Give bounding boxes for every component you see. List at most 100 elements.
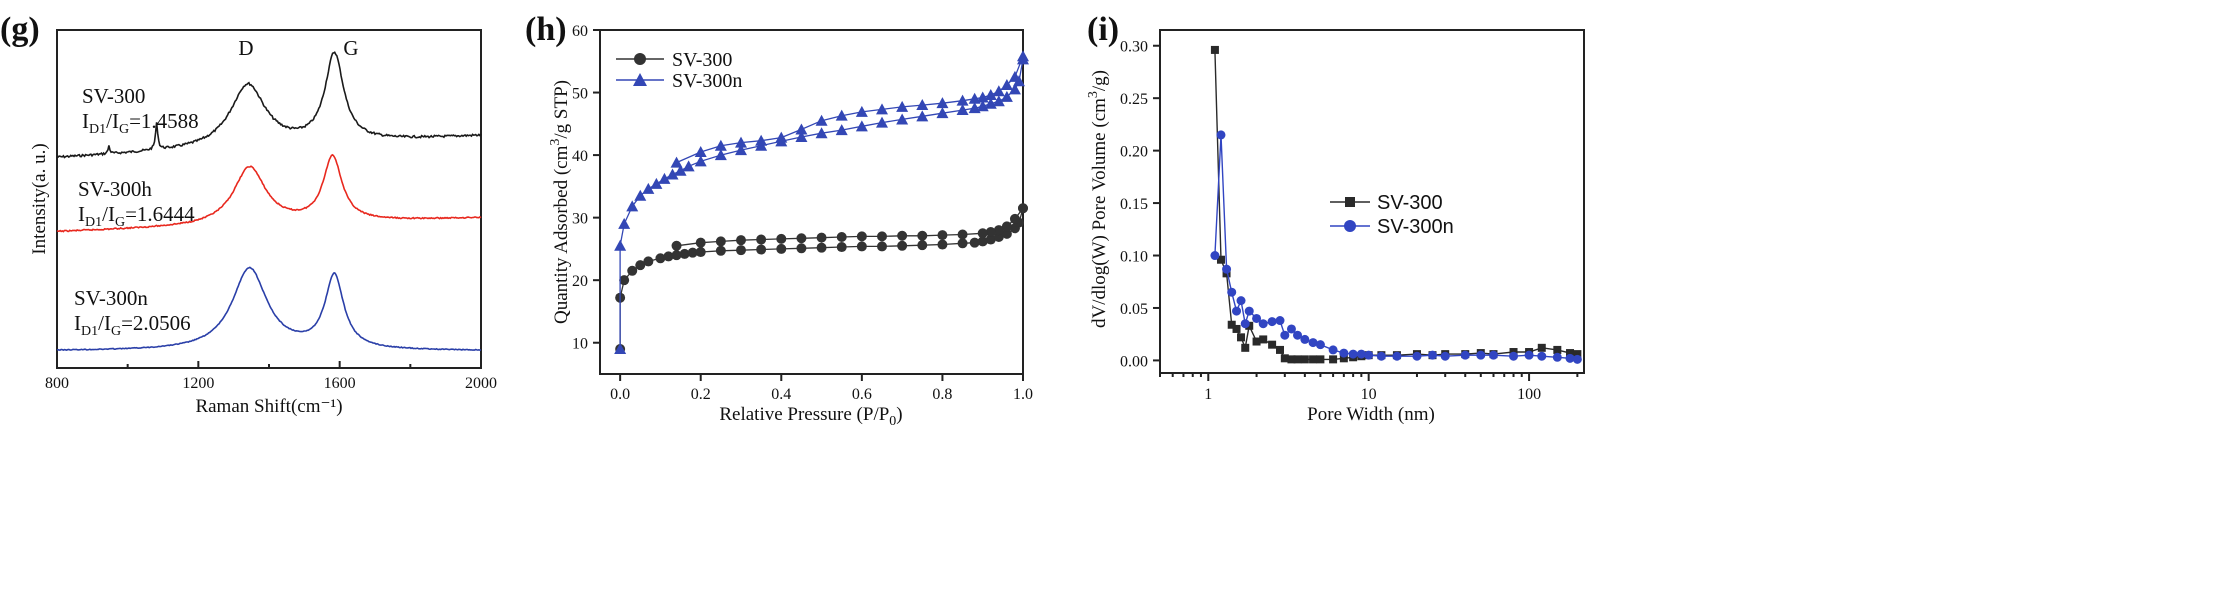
y-tick-label: 0.00 bbox=[1120, 353, 1148, 370]
data-point bbox=[1009, 213, 1020, 224]
data-point bbox=[1392, 351, 1402, 361]
spectrum-line-sv-300 bbox=[57, 51, 482, 159]
data-point bbox=[1210, 251, 1220, 261]
legend-h: SV-300 SV-300n bbox=[616, 49, 742, 92]
legend-label-sv300-i: SV-300 bbox=[1377, 192, 1443, 214]
y-tick-label: 0.25 bbox=[1120, 91, 1148, 108]
data-point bbox=[775, 131, 788, 143]
data-point bbox=[1008, 83, 1021, 95]
data-point bbox=[855, 120, 868, 132]
data-point bbox=[1252, 337, 1261, 346]
data-point bbox=[876, 103, 888, 115]
data-point bbox=[795, 123, 808, 135]
data-point bbox=[618, 217, 631, 229]
data-point bbox=[670, 156, 683, 168]
data-point bbox=[1300, 334, 1310, 344]
data-point bbox=[1232, 324, 1241, 333]
data-point bbox=[1309, 355, 1318, 364]
y-axis-label-i: dV/dlog(W) Pore Volume (cm3/g) bbox=[1086, 70, 1110, 328]
y-axis-label-g: Intensity(a. u.) bbox=[29, 143, 50, 254]
panel-label-i: (i) bbox=[1087, 11, 1119, 48]
data-point bbox=[756, 244, 767, 255]
data-point bbox=[936, 97, 949, 109]
y-tick-label: 30 bbox=[572, 211, 588, 228]
data-point bbox=[695, 247, 706, 258]
legend-label-sv300n-i: SV-300n bbox=[1377, 216, 1454, 238]
data-point bbox=[1412, 351, 1422, 361]
peak-label-d: D bbox=[238, 36, 253, 60]
data-point bbox=[736, 245, 746, 256]
data-point bbox=[1000, 79, 1013, 91]
data-point bbox=[1293, 330, 1303, 340]
data-point bbox=[1356, 349, 1366, 359]
ticks-i: 1 10 100 0.00 0.05 0.10 0.15 0.20 0.25 0.30 bbox=[1120, 39, 1579, 403]
data-point bbox=[1300, 355, 1309, 364]
data-point bbox=[1552, 352, 1562, 362]
data-point bbox=[1329, 355, 1338, 364]
x-tick-label: 1.0 bbox=[1013, 386, 1033, 403]
data-point bbox=[992, 85, 1005, 97]
data-point bbox=[976, 91, 989, 103]
data-point bbox=[1328, 345, 1338, 355]
panel-h: (h) 0.0 0.2 0.4 0.6 0.8 1.0 10 20 30 40 50 60 SV-30… bbox=[525, 11, 1033, 429]
data-point bbox=[1364, 350, 1374, 360]
y-axis-label-h: Quantity Adsorbed (cm3/g STP) bbox=[548, 80, 572, 324]
data-point bbox=[776, 243, 787, 254]
data-point bbox=[1537, 351, 1547, 361]
data-point bbox=[937, 230, 948, 241]
spectrum-line-sv-300n bbox=[56, 266, 481, 351]
data-point bbox=[671, 240, 682, 251]
data-point bbox=[1287, 355, 1296, 364]
legend-marker-sv300n-i bbox=[1344, 220, 1356, 232]
data-point bbox=[897, 230, 908, 241]
data-point bbox=[755, 134, 768, 146]
data-point bbox=[897, 240, 908, 251]
x-tick-label: 100 bbox=[1517, 386, 1541, 403]
data-point bbox=[1227, 320, 1236, 329]
data-point bbox=[1524, 350, 1534, 360]
y-tick-label: 40 bbox=[572, 148, 588, 165]
x-tick-label: 0.0 bbox=[610, 386, 630, 403]
data-point bbox=[671, 250, 682, 261]
data-point bbox=[1259, 335, 1268, 344]
data-point bbox=[655, 253, 666, 264]
y-tick-label: 0.10 bbox=[1120, 249, 1148, 266]
x-tick-label: 10 bbox=[1361, 386, 1377, 403]
data-point bbox=[715, 245, 726, 256]
data-point bbox=[896, 100, 909, 112]
panel-g: (g) 800 1200 1600 2000 SV-300ID1/IG=1.4588S… bbox=[0, 11, 497, 417]
legend-label-sv300n: SV-300n bbox=[672, 70, 742, 92]
data-point bbox=[1572, 354, 1582, 364]
x-tick-label: 1 bbox=[1204, 386, 1212, 403]
x-tick-label: 0.6 bbox=[852, 386, 872, 403]
data-point bbox=[916, 99, 929, 111]
curves-g bbox=[56, 51, 482, 351]
data-point bbox=[1573, 350, 1582, 359]
data-point bbox=[1240, 319, 1250, 329]
y-tick-label: 0.20 bbox=[1120, 144, 1148, 161]
data-point bbox=[896, 113, 909, 125]
data-point bbox=[635, 260, 646, 271]
data-point bbox=[687, 247, 698, 258]
x-tick-label: 1600 bbox=[324, 375, 356, 392]
data-point bbox=[877, 241, 887, 252]
data-point bbox=[1268, 340, 1277, 349]
data-point bbox=[714, 149, 727, 161]
legend-i: SV-300 SV-300n bbox=[1330, 192, 1454, 238]
data-point bbox=[626, 200, 639, 212]
y-tick-label: 0.15 bbox=[1120, 196, 1148, 213]
y-tick-label: 0.05 bbox=[1120, 301, 1148, 318]
data-point bbox=[694, 155, 707, 167]
data-point bbox=[694, 145, 707, 157]
data-point bbox=[1280, 330, 1290, 340]
data-point bbox=[634, 189, 647, 201]
data-point bbox=[937, 239, 948, 250]
data-point bbox=[916, 110, 929, 122]
data-point bbox=[650, 177, 663, 189]
x-axis-label-g: Raman Shift(cm⁻¹) bbox=[195, 396, 342, 417]
data-point bbox=[1280, 354, 1289, 363]
data-point bbox=[795, 130, 808, 142]
data-point bbox=[815, 114, 828, 126]
data-point bbox=[993, 225, 1004, 236]
data-point bbox=[736, 235, 746, 246]
